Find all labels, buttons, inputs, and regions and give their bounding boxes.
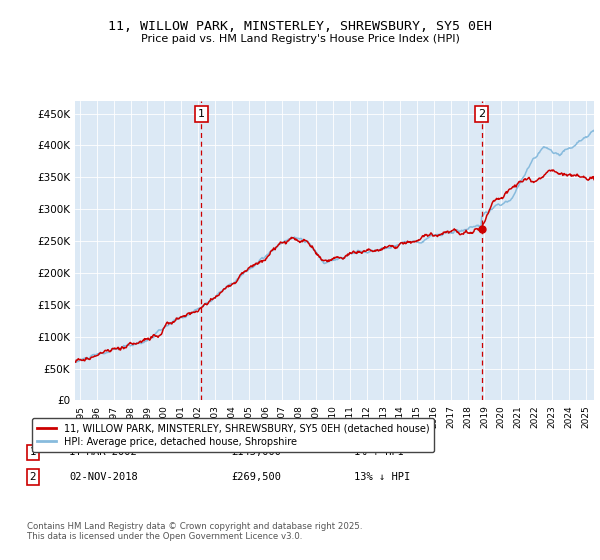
Text: 02-NOV-2018: 02-NOV-2018	[69, 472, 138, 482]
Text: 11, WILLOW PARK, MINSTERLEY, SHREWSBURY, SY5 0EH: 11, WILLOW PARK, MINSTERLEY, SHREWSBURY,…	[108, 20, 492, 32]
Text: £145,000: £145,000	[231, 447, 281, 458]
Text: 13% ↓ HPI: 13% ↓ HPI	[354, 472, 410, 482]
Text: 2: 2	[478, 109, 485, 119]
Text: 1: 1	[198, 109, 205, 119]
Text: Contains HM Land Registry data © Crown copyright and database right 2025.
This d: Contains HM Land Registry data © Crown c…	[27, 522, 362, 542]
Text: Price paid vs. HM Land Registry's House Price Index (HPI): Price paid vs. HM Land Registry's House …	[140, 34, 460, 44]
Text: 1% ↑ HPI: 1% ↑ HPI	[354, 447, 404, 458]
Text: 1: 1	[29, 447, 37, 458]
Legend: 11, WILLOW PARK, MINSTERLEY, SHREWSBURY, SY5 0EH (detached house), HPI: Average : 11, WILLOW PARK, MINSTERLEY, SHREWSBURY,…	[32, 418, 434, 452]
Text: 2: 2	[29, 472, 37, 482]
Text: 14-MAR-2002: 14-MAR-2002	[69, 447, 138, 458]
Text: £269,500: £269,500	[231, 472, 281, 482]
